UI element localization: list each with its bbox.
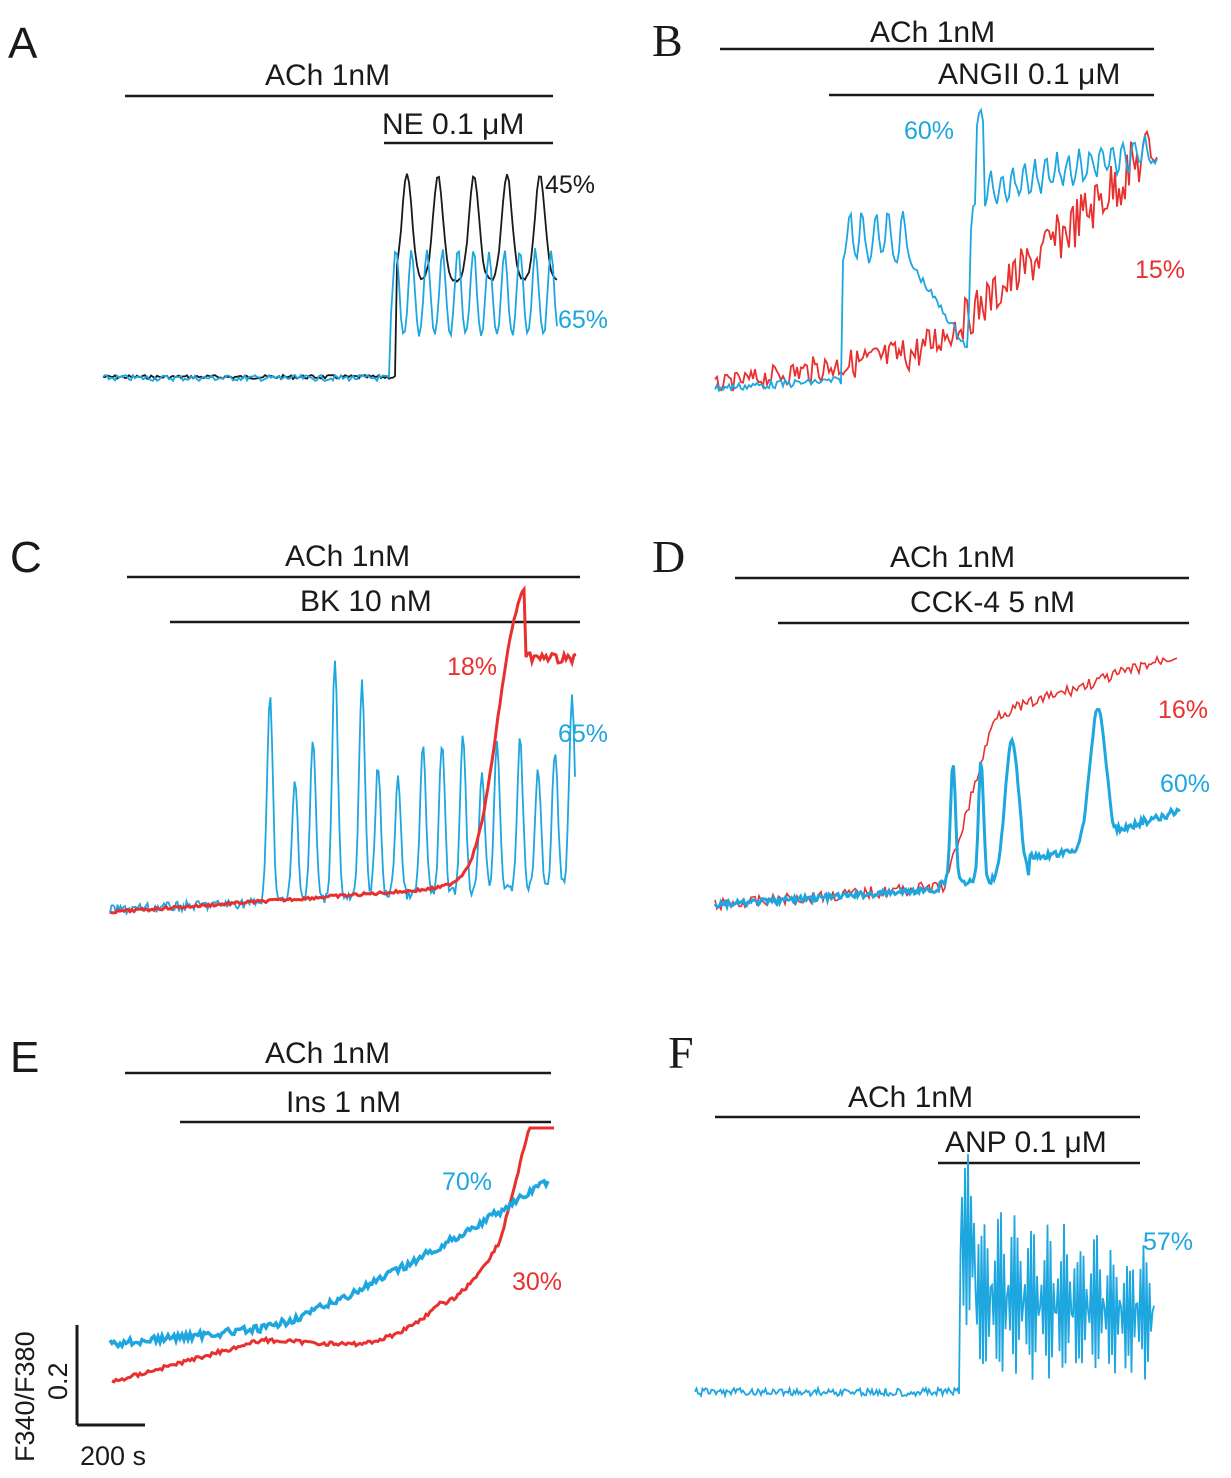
percent-label-red: 16% bbox=[1158, 696, 1208, 724]
trace-red bbox=[714, 129, 1158, 392]
ach-label: ACh 1nM bbox=[848, 1081, 973, 1114]
panel-label-c: C bbox=[10, 533, 42, 582]
trace-red bbox=[109, 585, 577, 915]
percent-label-blue: 57% bbox=[1143, 1228, 1193, 1256]
ach-label: ACh 1nM bbox=[265, 59, 390, 92]
ne-label: NE 0.1 μM bbox=[382, 108, 524, 141]
trace-blue bbox=[713, 707, 1181, 912]
anp-label: ANP 0.1 μM bbox=[945, 1126, 1107, 1159]
percent-label-red: 15% bbox=[1135, 256, 1185, 284]
angii-label: ANGII 0.1 μM bbox=[938, 58, 1120, 91]
trace-blue bbox=[694, 1153, 1155, 1400]
percent-label-blue: 60% bbox=[904, 117, 954, 145]
ach-label: ACh 1nM bbox=[285, 540, 410, 573]
trace-red bbox=[111, 1126, 554, 1384]
ins-label: Ins 1 nM bbox=[286, 1086, 401, 1119]
scale-y-label: F340/F380 bbox=[10, 1331, 40, 1462]
percent-label-blue: 60% bbox=[1160, 770, 1210, 798]
trace-blue bbox=[714, 107, 1158, 393]
panel-label-a: A bbox=[8, 19, 38, 68]
percent-label-black: 45% bbox=[545, 171, 595, 199]
trace-black bbox=[102, 173, 558, 381]
scale-x-value: 200 s bbox=[80, 1441, 146, 1471]
panel-label-e: E bbox=[10, 1033, 39, 1082]
trace-blue bbox=[109, 660, 576, 916]
trace-blue bbox=[102, 248, 558, 383]
percent-label-blue: 65% bbox=[558, 306, 608, 334]
percent-label-blue: 70% bbox=[442, 1168, 492, 1196]
panel-a: A ACh 1nM NE 0.1 μM 45% 65% bbox=[8, 19, 608, 383]
ach-label: ACh 1nM bbox=[890, 541, 1015, 574]
bk-label: BK 10 nM bbox=[300, 585, 432, 618]
panel-f: F ACh 1nM ANP 0.1 μM 57% bbox=[668, 1027, 1193, 1400]
percent-label-blue: 65% bbox=[558, 720, 608, 748]
scale-y-value: 0.2 bbox=[43, 1362, 73, 1400]
panel-c: C ACh 1nM BK 10 nM 18% 65% bbox=[10, 533, 608, 916]
panel-e: E ACh 1nM Ins 1 nM 70% 30% F340/F380 0.2… bbox=[10, 1033, 562, 1471]
panel-d: D ACh 1nM CCK-4 5 nM 16% 60% bbox=[652, 531, 1210, 912]
ach-label: ACh 1nM bbox=[870, 16, 995, 49]
percent-label-red: 18% bbox=[447, 653, 497, 681]
panel-label-f: F bbox=[668, 1027, 694, 1078]
panel-label-d: D bbox=[652, 531, 685, 582]
cck4-label: CCK-4 5 nM bbox=[910, 586, 1075, 619]
ach-label: ACh 1nM bbox=[265, 1037, 390, 1070]
panel-b: B ACh 1nM ANGII 0.1 μM 60% 15% bbox=[652, 15, 1185, 393]
panel-label-b: B bbox=[652, 15, 683, 66]
trace-blue bbox=[108, 1178, 550, 1350]
percent-label-red: 30% bbox=[512, 1268, 562, 1296]
